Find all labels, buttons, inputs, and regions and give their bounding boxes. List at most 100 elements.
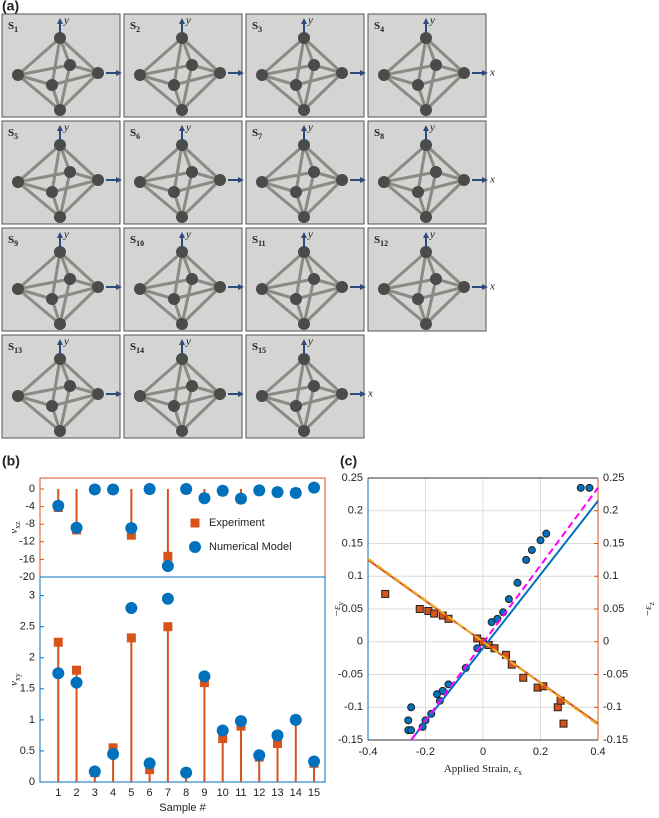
node [420, 104, 432, 116]
strut [424, 71, 466, 112]
axis-letter: y [185, 122, 191, 134]
node [134, 176, 146, 188]
y-tick-label: 1.5 [20, 683, 35, 695]
strut [139, 394, 183, 433]
point [542, 529, 551, 538]
photo-label-part: S [130, 234, 136, 246]
axis-letter: y [307, 229, 313, 241]
strut [180, 278, 194, 325]
photo-label: S15 [252, 341, 266, 356]
marker [271, 486, 284, 499]
strut [261, 180, 305, 219]
strut [58, 285, 100, 326]
x-axis-label: Sample # [159, 802, 206, 814]
node [54, 318, 66, 330]
strut [302, 171, 316, 218]
node [176, 353, 188, 365]
marker [180, 766, 193, 779]
photo-label-part: 3 [258, 25, 262, 34]
axis-letter: y [63, 15, 69, 27]
x-axis-label: Applied Strain, εx [444, 763, 522, 778]
node [298, 104, 310, 116]
node [176, 425, 188, 437]
photo-label-part: S [8, 234, 14, 246]
y-tick-label: 0 [29, 776, 35, 788]
strut [58, 385, 72, 432]
strut [139, 357, 183, 398]
strut [302, 392, 344, 433]
strut [139, 143, 183, 184]
legend-marker [190, 518, 200, 528]
node [308, 273, 320, 285]
y-axis-label-part: xy [13, 673, 22, 681]
node [298, 246, 310, 258]
strut [180, 143, 222, 182]
node [336, 388, 348, 400]
strut [302, 385, 316, 432]
y-axis-label: νxz [8, 521, 23, 534]
strut [302, 278, 316, 325]
marker [271, 729, 284, 742]
y2-axis-label: −εz [642, 601, 657, 616]
strut [180, 64, 194, 111]
node [134, 283, 146, 295]
strut [302, 250, 344, 289]
fit-line [410, 487, 599, 741]
strut [17, 357, 61, 398]
strut [261, 170, 315, 184]
marker [125, 602, 138, 615]
x-axis-label-part: Applied Strain, [444, 763, 514, 775]
photo-label-part: S [8, 341, 14, 353]
strut [51, 71, 99, 87]
x-tick-label: 13 [271, 787, 283, 799]
node [176, 246, 188, 258]
marker [199, 678, 209, 688]
y-axis-label-part: ε [331, 605, 343, 610]
strut [172, 37, 184, 86]
node [46, 400, 58, 412]
strut [58, 71, 100, 112]
point [407, 726, 416, 735]
axis-letter: y [307, 122, 313, 134]
strut [424, 178, 466, 219]
point [504, 595, 513, 604]
x-arrow-head [360, 70, 366, 76]
node [378, 176, 390, 188]
strut [416, 37, 428, 86]
photo-label-part: 10 [136, 239, 144, 248]
point [576, 483, 585, 492]
photo-label-part: S [130, 341, 136, 353]
strut [261, 287, 305, 326]
node [46, 186, 58, 198]
x-arrow-head [360, 284, 366, 290]
node [214, 388, 226, 400]
y-tick-label: 0.25 [342, 472, 363, 484]
strut [17, 143, 61, 184]
y2-tick-label: 0.15 [603, 537, 624, 549]
strut [295, 392, 343, 408]
axes-box [39, 576, 326, 783]
photo-label-part: 11 [258, 239, 266, 248]
strut [180, 171, 194, 218]
node [134, 69, 146, 81]
strut [17, 170, 71, 184]
marker [143, 483, 156, 495]
y-arrow-head [423, 232, 429, 238]
strut [17, 63, 71, 77]
marker [198, 492, 211, 505]
marker [161, 560, 174, 572]
node [12, 176, 24, 188]
node [168, 293, 180, 305]
strut [139, 36, 183, 77]
strut [294, 358, 306, 407]
node [54, 353, 66, 365]
photo-label-part: S [130, 127, 136, 139]
node [54, 211, 66, 223]
strut [261, 357, 305, 398]
y-arrow-head [179, 339, 185, 345]
x-tick-label: 0 [480, 746, 486, 758]
node [458, 67, 470, 79]
node [46, 79, 58, 91]
x-tick-label: 0.2 [533, 746, 548, 758]
strut [58, 278, 72, 325]
